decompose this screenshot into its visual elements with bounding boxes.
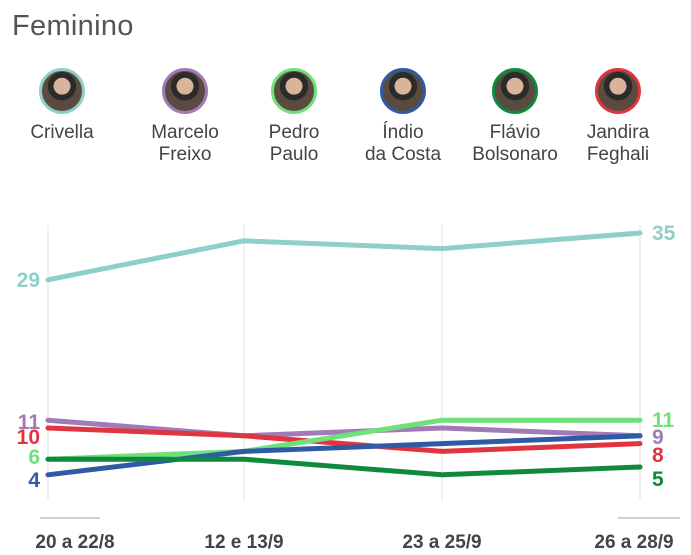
name-line2: da Costa — [364, 144, 442, 165]
candidate-pedro-paulo: Pedro Paulo — [224, 68, 364, 166]
end-value-label: 9 — [652, 426, 664, 449]
name-line2: Bolsonaro — [472, 144, 558, 165]
candidate-crivella: Crivella — [0, 68, 132, 144]
name-line2: Feghali — [586, 144, 650, 165]
series-line — [45, 456, 643, 478]
name-line1: Flávio — [489, 122, 541, 143]
name-line1: Jandira — [586, 122, 650, 143]
chart-title: Feminino — [12, 10, 134, 42]
name-line1: Marcelo — [151, 122, 219, 143]
candidate-name: Crivella — [0, 122, 132, 144]
start-value-label: 11 — [18, 411, 41, 434]
candidate-flavio-bolsonaro: Flávio Bolsonaro — [445, 68, 585, 166]
name-line1: Crivella — [30, 122, 94, 143]
candidate-name: Pedro Paulo — [224, 122, 364, 166]
avatar — [492, 68, 538, 114]
name-line1: Índio — [382, 122, 424, 143]
avatar — [380, 68, 426, 114]
x-tick-label: 26 a 28/9 — [594, 532, 673, 553]
x-tick-label: 23 a 25/9 — [402, 532, 481, 553]
name-line1: Pedro — [268, 122, 320, 143]
avatar — [271, 68, 317, 114]
avatar — [162, 68, 208, 114]
candidate-indio-da-costa: Índio da Costa — [333, 68, 473, 166]
series-line — [45, 417, 643, 439]
end-value-label: 35 — [652, 222, 676, 245]
start-value-label: 6 — [28, 446, 40, 469]
start-value-label: 4 — [28, 469, 40, 492]
candidate-name: Índio da Costa — [333, 122, 473, 166]
start-value-label: 29 — [17, 269, 40, 292]
end-value-label: 5 — [652, 468, 664, 491]
candidate-name: Flávio Bolsonaro — [445, 122, 585, 166]
avatar — [595, 68, 641, 114]
candidate-marcelo-freixo: Marcelo Freixo — [115, 68, 255, 166]
candidate-name: Jandira Feghali — [548, 122, 688, 166]
series-line — [45, 433, 643, 478]
name-line2: Paulo — [269, 144, 319, 165]
start-value-label: 10 — [17, 426, 40, 449]
end-value-label: 8 — [652, 444, 664, 467]
name-line2: Freixo — [158, 144, 212, 165]
x-tick-label: 20 a 22/8 — [35, 532, 114, 553]
series-line — [45, 425, 643, 454]
end-value-label: 11 — [652, 409, 675, 432]
series-line — [45, 417, 643, 462]
series-line — [45, 230, 643, 283]
candidate-name: Marcelo Freixo — [115, 122, 255, 166]
x-tick-label: 12 e 13/9 — [204, 532, 283, 553]
avatar — [39, 68, 85, 114]
candidate-jandira-feghali: Jandira Feghali — [548, 68, 688, 166]
